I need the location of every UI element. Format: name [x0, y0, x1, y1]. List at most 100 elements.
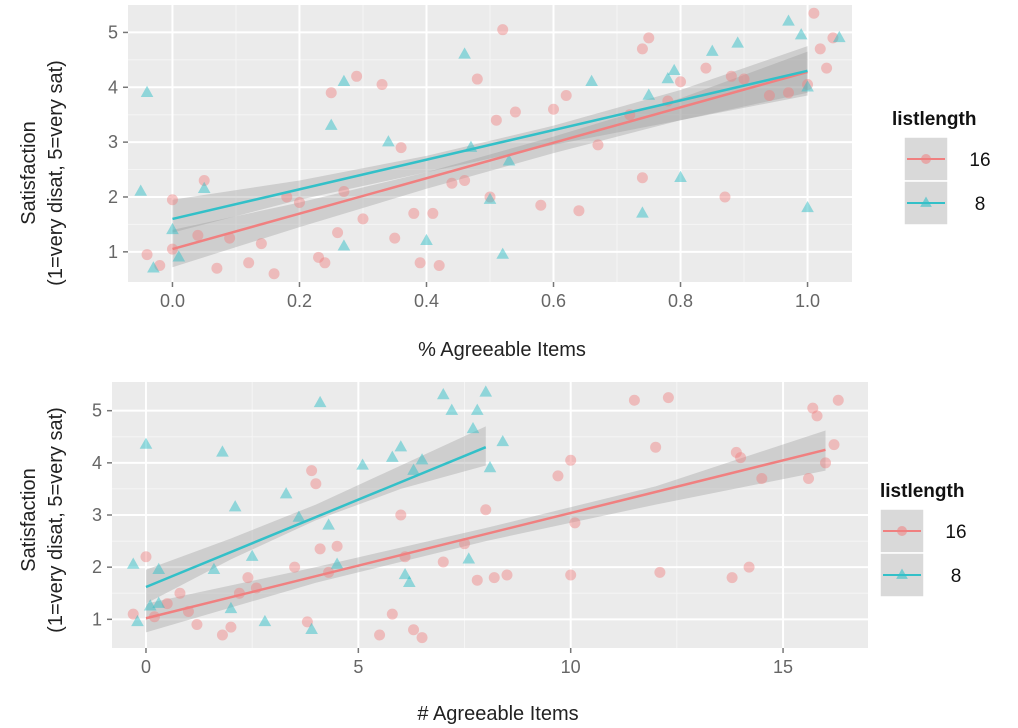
point-listlength-8 — [197, 181, 211, 193]
point-listlength-8 — [279, 487, 293, 499]
x-axis-label: # Agreeable Items — [417, 703, 578, 725]
legend: listlength 16 8 — [879, 481, 967, 598]
legend-title: listlength — [892, 109, 976, 130]
point-listlength-16 — [650, 441, 662, 453]
y-axis-label-line1: Satisfaction — [18, 468, 40, 571]
point-listlength-8 — [483, 192, 497, 204]
point-listlength-16 — [306, 465, 318, 477]
point-listlength-8 — [403, 575, 416, 588]
point-listlength-16 — [301, 616, 313, 628]
point-listlength-16 — [242, 572, 254, 584]
point-listlength-16 — [490, 114, 502, 126]
x-tick-label: 0.4 — [414, 291, 439, 311]
point-listlength-16 — [127, 608, 139, 620]
x-tick-label: 0.6 — [541, 291, 566, 311]
point-listlength-8 — [674, 170, 687, 182]
confidence-bands — [145, 426, 826, 633]
x-tick-label: 0.8 — [668, 291, 693, 311]
point-listlength-16 — [573, 205, 585, 217]
point-listlength-16 — [446, 177, 458, 189]
point-listlength-16 — [828, 439, 840, 451]
point-listlength-8 — [134, 184, 148, 196]
y-tick-label: 5 — [92, 401, 102, 421]
point-listlength-16 — [338, 185, 350, 197]
point-listlength-16 — [141, 249, 153, 261]
fit-line-8 — [172, 69, 808, 221]
point-listlength-16 — [161, 598, 173, 610]
point-listlength-16 — [700, 62, 712, 74]
point-listlength-16 — [314, 543, 326, 555]
point-listlength-8 — [407, 463, 420, 475]
gridlines — [128, 5, 852, 282]
point-listlength-16 — [198, 175, 210, 187]
point-listlength-16 — [395, 509, 407, 521]
point-listlength-16 — [763, 90, 775, 102]
point-listlength-8 — [131, 614, 144, 627]
legend-key-marker — [897, 526, 907, 536]
point-listlength-8 — [224, 601, 238, 614]
fit-line-16 — [172, 70, 808, 251]
point-listlength-16 — [268, 268, 280, 280]
point-listlength-8 — [705, 44, 719, 56]
legend-label-8: 8 — [975, 194, 986, 215]
point-listlength-8 — [466, 421, 480, 434]
x-tick-label: 0 — [141, 657, 151, 677]
y-axis-label-line2: (1=very disat, 5=very sat) — [45, 60, 67, 286]
point-listlength-16 — [408, 624, 420, 636]
point-listlength-8 — [636, 206, 649, 218]
fit-line-8 — [145, 446, 487, 589]
point-listlength-8 — [166, 222, 179, 235]
fit-lines — [172, 69, 808, 251]
y-tick-label: 3 — [108, 132, 118, 152]
gridlines — [112, 382, 868, 648]
point-listlength-16 — [389, 232, 401, 244]
point-listlength-16 — [471, 73, 483, 85]
point-listlength-16 — [313, 251, 325, 263]
point-listlength-8 — [292, 510, 306, 522]
axis-ticks: 0.0 0.2 0.4 0.6 0.8 1.0 1 2 3 4 5 — [108, 22, 820, 311]
point-listlength-8 — [832, 30, 846, 43]
point-listlength-8 — [436, 388, 450, 400]
legend: listlength 16 8 — [892, 109, 991, 226]
point-listlength-16 — [643, 32, 655, 44]
point-listlength-8 — [470, 403, 484, 415]
point-listlength-8 — [782, 14, 795, 26]
point-listlength-16 — [243, 257, 255, 269]
point-listlength-16 — [535, 199, 547, 211]
point-listlength-8 — [496, 247, 510, 259]
point-listlength-16 — [471, 574, 483, 586]
point-listlength-16 — [408, 207, 420, 219]
point-listlength-8 — [147, 261, 160, 273]
point-listlength-8 — [258, 614, 272, 627]
point-listlength-16 — [735, 452, 747, 464]
point-listlength-16 — [376, 79, 388, 91]
point-listlength-16 — [191, 619, 203, 631]
x-tick-label: 15 — [773, 657, 793, 677]
point-listlength-8 — [386, 450, 399, 462]
point-listlength-8 — [415, 453, 429, 465]
legend-label-16: 16 — [945, 522, 966, 543]
legend-key-marker — [896, 568, 908, 579]
confidence-band-16 — [145, 430, 826, 633]
y-axis-label-line2: (1=very disat, 5=very sat) — [45, 407, 67, 633]
point-listlength-16 — [501, 569, 513, 581]
y-tick-label: 1 — [92, 609, 102, 629]
point-listlength-8 — [337, 239, 351, 251]
point-listlength-16 — [725, 70, 737, 82]
y-tick-label: 5 — [108, 22, 118, 42]
point-listlength-16 — [808, 7, 820, 19]
point-listlength-16 — [820, 457, 832, 469]
point-listlength-16 — [255, 238, 267, 250]
legend-label-16: 16 — [969, 150, 990, 171]
point-listlength-8 — [356, 458, 369, 470]
confidence-band-8 — [172, 46, 808, 233]
point-listlength-16 — [821, 62, 833, 74]
fit-lines — [145, 446, 826, 620]
point-listlength-16 — [814, 43, 826, 55]
y-tick-label: 4 — [92, 453, 102, 473]
point-listlength-16 — [174, 587, 186, 599]
point-listlength-8 — [483, 461, 497, 473]
axis-ticks: 0 5 10 15 1 2 3 4 5 — [92, 401, 793, 677]
point-listlength-16 — [636, 172, 648, 184]
